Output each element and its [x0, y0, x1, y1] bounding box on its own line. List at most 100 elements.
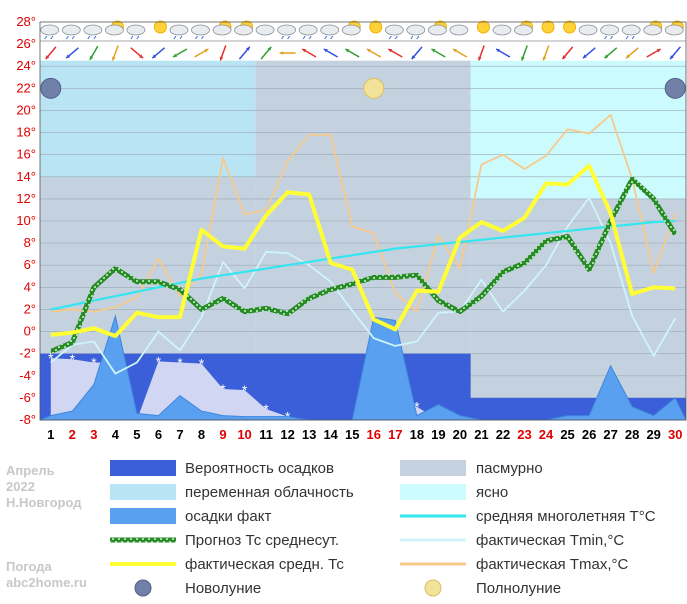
cloud-icon [427, 24, 447, 36]
wind-arrow-head [204, 49, 209, 53]
rain-icon [324, 35, 328, 40]
x-tick-label: 26 [582, 427, 596, 442]
wind-arrow-head [173, 53, 178, 57]
rain-icon [388, 35, 392, 40]
x-tick-label: 7 [176, 427, 183, 442]
y-tick-label: -2° [19, 346, 36, 361]
legend-swatch-partly_cloudy [110, 484, 176, 500]
rain-icon [302, 35, 306, 40]
cloud-icon [191, 24, 210, 36]
legend-label-tmin: фактическая Tmin,°C [476, 532, 624, 549]
temperature-lines [49, 113, 678, 375]
y-tick-label: 8° [24, 235, 36, 250]
cloud-icon [104, 24, 124, 36]
rain-icon [416, 35, 420, 40]
wind-arrow-head [267, 46, 272, 51]
snowflake-marker: * [199, 356, 205, 372]
sun-icon [541, 20, 555, 34]
cloud-icon [664, 24, 684, 36]
new-moon-icon [40, 77, 62, 99]
y-tick-label: 4° [24, 279, 36, 294]
x-tick-label: 30 [668, 427, 682, 442]
y-tick-label: 16° [16, 147, 36, 162]
wind-arrow-head [139, 54, 144, 59]
x-tick-label: 8 [198, 427, 205, 442]
sun-icon [563, 20, 577, 34]
y-tick-label: 0° [24, 324, 36, 339]
x-tick-label: 20 [453, 427, 467, 442]
y-tick-label: 20° [16, 102, 36, 117]
caption-site: abc2home.ru [6, 575, 87, 590]
caption-site-title: Погода [6, 559, 53, 574]
snow-fact-area [50, 358, 676, 420]
cloud-icon [234, 24, 253, 36]
legend-swatch-clear [400, 484, 466, 500]
snowflake-marker: * [177, 355, 183, 371]
cloud-icon [320, 24, 340, 36]
legend-label-partly_cloudy: переменная облачность [185, 484, 354, 501]
cloud-icon [40, 24, 60, 36]
rain-icon [195, 35, 198, 40]
cloud-icon [83, 24, 103, 36]
legend-label-tmax: фактическая Tmax,°C [476, 556, 629, 573]
wind-arrow-head [670, 55, 674, 60]
wind-arrow-head [496, 49, 501, 53]
wind-arrow-head [388, 49, 393, 53]
rain-icon [87, 35, 91, 40]
wind-arrow-head [112, 56, 116, 61]
wind-arrow-head [279, 51, 284, 55]
cloud-icon [384, 24, 404, 36]
x-tick-label: 11 [259, 427, 273, 442]
wind-arrow-head [478, 56, 482, 61]
y-tick-label: 28° [16, 14, 36, 29]
cloud-icon [341, 24, 361, 36]
wind-arrow-head [626, 54, 630, 59]
x-tick-label: 12 [280, 427, 294, 442]
legend: Вероятность осадков пасмурно переменная об… [110, 460, 656, 597]
x-tick-label: 22 [496, 427, 510, 442]
wind-arrow-head [366, 49, 371, 53]
x-tick-label: 23 [517, 427, 531, 442]
rain-icon [631, 35, 635, 40]
wind-arrow-head [604, 54, 609, 59]
rain-icon [410, 35, 414, 40]
cloud-cover-overcast [470, 198, 686, 398]
y-tick-label: -4° [19, 368, 36, 383]
sun-icon [476, 20, 490, 34]
rain-icon [71, 35, 75, 40]
wind-arrow-head [66, 54, 71, 59]
rain-icon [173, 35, 177, 40]
wind-arrow-head [411, 55, 416, 60]
rain-icon [281, 35, 285, 40]
cloud-icon [621, 24, 641, 36]
legend-label-full_moon: Полнолуние [476, 580, 561, 597]
legend-label-climate_mean: средняя многолетняя Т°С [476, 508, 656, 525]
cloud-cover-layer [40, 60, 686, 420]
snowflake-marker: * [242, 382, 248, 398]
rain-icon [308, 35, 312, 40]
cloud-icon [277, 24, 297, 36]
plot-frame [39, 21, 687, 421]
rain-icon [93, 35, 97, 40]
wind-arrow-head [245, 46, 250, 51]
rain-icon [179, 35, 183, 40]
wind-arrow-head [219, 56, 224, 61]
legend-new-moon-icon [134, 579, 152, 597]
strip-background [40, 16, 686, 60]
x-tick-label: 6 [155, 427, 162, 442]
x-tick-label: 28 [625, 427, 639, 442]
cloud-icon [578, 24, 598, 36]
y-tick-label: 18° [16, 125, 36, 140]
x-tick-label: 1 [47, 427, 54, 442]
cloud-icon [492, 24, 512, 36]
rain-icon [201, 35, 204, 40]
snowflake-marker: * [263, 401, 269, 417]
cloud-icon [61, 24, 81, 36]
y-tick-label: 24° [16, 58, 36, 73]
legend-label-precip_fact: осадки факт [185, 508, 271, 525]
snowflake-marker: * [414, 399, 420, 415]
cloud-icon [600, 24, 620, 36]
legend-label-fact_mean: фактическая средн. Тс [185, 556, 344, 573]
